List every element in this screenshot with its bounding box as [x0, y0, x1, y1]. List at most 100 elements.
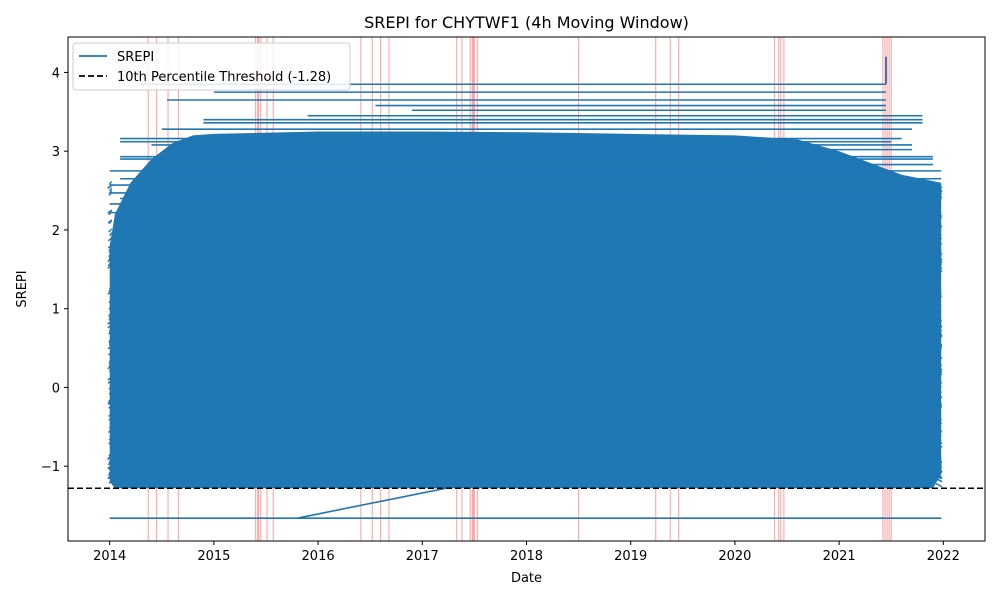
edge-tick-left-29 — [108, 358, 113, 363]
edge-tick-left-49 — [108, 220, 113, 225]
series-0-dense-band — [109, 131, 942, 489]
edge-tick-right-87 — [935, 388, 942, 393]
x-tick-label-7: 2021 — [823, 549, 856, 564]
edge-tick-right-12 — [935, 330, 943, 336]
y-tick-label-5: 4 — [52, 66, 60, 81]
edge-tick-left-47 — [108, 452, 113, 457]
edge-tick-right-71 — [935, 431, 942, 437]
edge-tick-right-10 — [935, 252, 942, 257]
legend-entry-srepi: SREPI — [117, 50, 154, 65]
edge-tick-right-6 — [935, 291, 942, 296]
edge-tick-left-73 — [107, 474, 113, 479]
x-tick-label-1: 2015 — [197, 549, 230, 564]
edge-tick-left-19 — [108, 404, 113, 409]
edge-tick-right-14 — [935, 363, 942, 368]
edge-tick-right-17 — [935, 403, 942, 408]
edge-tick-left-17 — [107, 400, 113, 405]
edge-tick-left-0 — [108, 312, 113, 317]
edge-tick-right-13 — [935, 370, 943, 376]
edge-tick-right-74 — [935, 473, 942, 478]
edge-tick-right-56 — [935, 302, 942, 307]
edge-tick-right-88 — [935, 231, 942, 236]
edge-tick-left-13 — [108, 367, 113, 372]
edge-tick-left-66 — [108, 256, 113, 261]
edge-tick-right-19 — [935, 407, 942, 413]
edge-tick-right-51 — [935, 263, 942, 269]
y-axis-label: SREPI — [15, 270, 30, 307]
y-tick-label-1: 0 — [52, 381, 60, 396]
edge-tick-right-22 — [935, 333, 943, 338]
legend: SREPI 10th Percentile Threshold (-1.28) — [72, 42, 351, 91]
edge-tick-right-73 — [935, 477, 943, 483]
x-tick-label-0: 2014 — [93, 549, 126, 564]
edge-tick-left-64 — [107, 262, 113, 267]
edge-tick-right-47 — [935, 455, 942, 460]
edge-tick-left-78 — [108, 362, 113, 368]
y-tick-label-3: 2 — [52, 224, 60, 239]
edge-tick-right-82 — [935, 464, 943, 469]
edge-tick-left-89 — [107, 264, 113, 269]
edge-tick-left-56 — [108, 299, 113, 304]
x-tick-label-2: 2016 — [302, 549, 335, 564]
edge-tick-left-83 — [107, 290, 113, 295]
edge-tick-left-77 — [107, 345, 113, 350]
edge-tick-right-27 — [935, 187, 943, 192]
edge-tick-right-37 — [935, 393, 942, 398]
edge-tick-left-74 — [108, 470, 113, 475]
edge-tick-left-20 — [108, 465, 113, 470]
x-tick-label-3: 2017 — [406, 549, 439, 564]
edge-tick-left-87 — [108, 385, 113, 390]
edge-tick-left-53 — [108, 458, 113, 463]
edge-tick-right-29 — [935, 361, 942, 366]
edge-tick-left-34 — [107, 324, 113, 329]
edge-tick-right-69 — [935, 235, 942, 240]
x-tick-label-6: 2020 — [718, 549, 751, 564]
edge-tick-left-59 — [108, 247, 113, 252]
edge-tick-right-64 — [935, 265, 943, 270]
edge-tick-right-79 — [935, 288, 942, 293]
edge-tick-left-43 — [108, 464, 113, 469]
x-tick-label-5: 2019 — [614, 549, 647, 564]
y-tick-label-4: 3 — [52, 145, 60, 160]
series-0-connector-0 — [297, 485, 454, 519]
edge-tick-left-48 — [108, 316, 113, 321]
edge-tick-right-77 — [935, 348, 942, 353]
edge-tick-left-72 — [108, 412, 113, 418]
edge-tick-left-50 — [107, 365, 113, 370]
edge-tick-left-14 — [108, 360, 113, 365]
edge-tick-right-53 — [935, 461, 942, 466]
legend-box — [72, 42, 351, 91]
edge-tick-left-86 — [109, 187, 113, 192]
edge-tick-left-80 — [108, 314, 113, 319]
edge-tick-left-39 — [108, 180, 113, 186]
edge-tick-left-62 — [107, 209, 113, 214]
edge-tick-right-58 — [935, 255, 943, 261]
edge-tick-right-25 — [935, 439, 943, 444]
edge-tick-left-10 — [108, 249, 113, 254]
edge-tick-left-3 — [108, 339, 113, 344]
series-0-edge-texture — [107, 180, 943, 488]
edge-tick-right-42 — [935, 193, 943, 198]
edge-tick-left-76 — [107, 376, 113, 381]
edge-tick-left-55 — [108, 351, 113, 356]
edge-tick-right-48 — [935, 319, 942, 324]
edge-tick-right-34 — [935, 327, 943, 332]
edge-tick-right-3 — [935, 342, 943, 348]
edge-tick-left-40 — [109, 423, 113, 428]
edge-tick-right-54 — [935, 475, 943, 480]
edge-tick-left-46 — [109, 425, 113, 430]
edge-tick-left-84 — [108, 341, 113, 347]
edge-tick-left-81 — [108, 305, 113, 310]
plot-content — [68, 37, 985, 541]
edge-tick-right-67 — [935, 214, 943, 219]
edge-tick-left-12 — [108, 327, 113, 332]
edge-tick-left-33 — [108, 329, 113, 334]
x-tick-label-4: 2018 — [510, 549, 543, 564]
edge-tick-right-61 — [935, 341, 943, 346]
edge-tick-right-45 — [935, 382, 942, 388]
x-axis-label: Date — [511, 571, 542, 586]
edge-tick-right-66 — [935, 259, 943, 264]
edge-tick-right-16 — [935, 402, 943, 407]
edge-tick-left-69 — [108, 232, 113, 237]
x-axis: 2014 2015 2016 2017 2018 2019 2020 2021 2022 — [93, 541, 960, 564]
